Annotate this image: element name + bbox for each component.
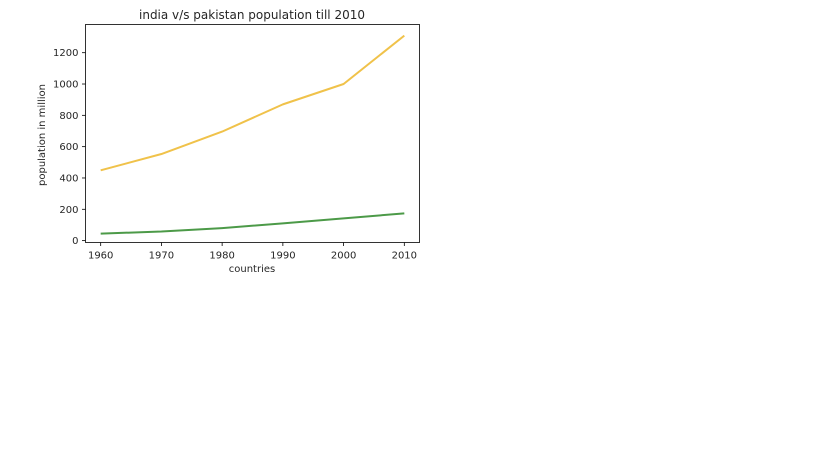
y-axis-label: population in million bbox=[37, 84, 48, 186]
y-tick-label: 0 bbox=[72, 236, 78, 247]
series-line-2 bbox=[100, 212, 405, 235]
y-tick-label: 1200 bbox=[53, 48, 78, 59]
y-tick-label: 600 bbox=[59, 142, 78, 153]
y-tick-label: 200 bbox=[59, 205, 78, 216]
x-tick-label: 1960 bbox=[88, 251, 113, 262]
plot-frame bbox=[85, 24, 420, 243]
series-line-1 bbox=[100, 34, 405, 172]
x-tick-label: 1970 bbox=[149, 251, 174, 262]
series-layer bbox=[100, 34, 405, 235]
y-tick-label: 400 bbox=[59, 173, 78, 184]
y-axis: 0 200 400 600 800 1000 1200 bbox=[53, 48, 86, 247]
x-axis-label: countries bbox=[229, 264, 275, 275]
x-tick-label: 1990 bbox=[270, 251, 295, 262]
x-tick-label: 1980 bbox=[209, 251, 234, 262]
y-tick-label: 800 bbox=[59, 111, 78, 122]
chart-title: india v/s pakistan population till 2010 bbox=[139, 8, 365, 22]
x-tick-label: 2010 bbox=[392, 251, 417, 262]
x-tick-label: 2000 bbox=[331, 251, 356, 262]
x-axis: 1960 1970 1980 1990 2000 2010 bbox=[88, 242, 417, 262]
y-tick-label: 1000 bbox=[53, 80, 78, 91]
